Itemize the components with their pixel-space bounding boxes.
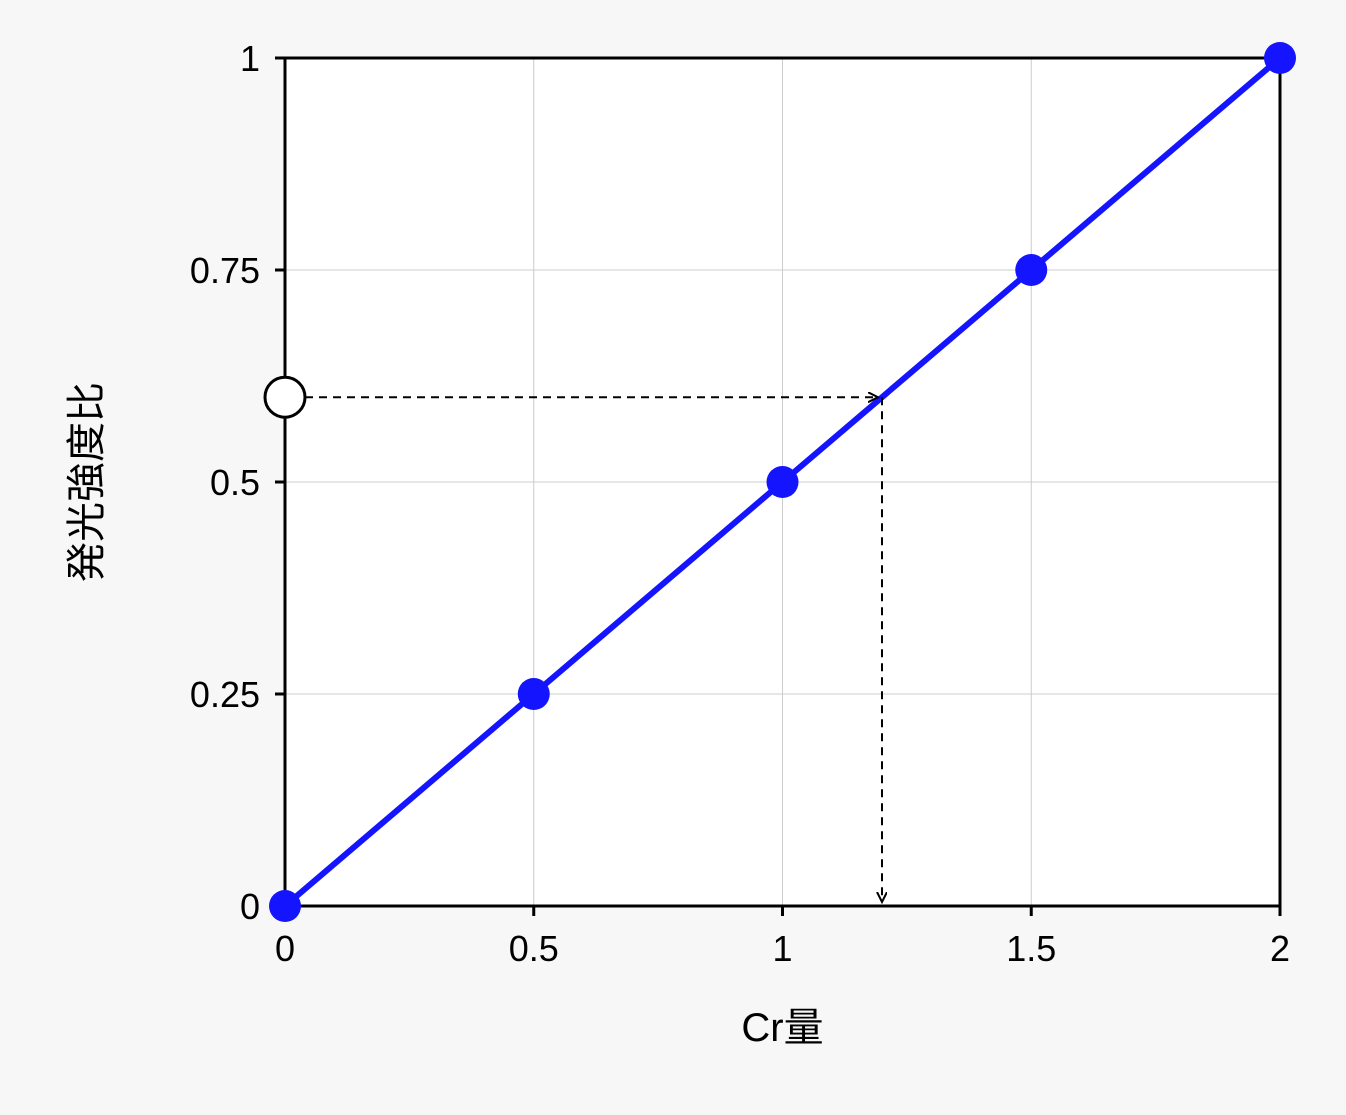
xtick-label: 2 [1270,928,1290,969]
data-marker [269,890,301,922]
xtick-label: 1 [772,928,792,969]
ytick-label: 0.25 [190,674,260,715]
data-marker [518,678,550,710]
xtick-label: 0.5 [509,928,559,969]
data-marker [1264,42,1296,74]
chart-container: 0 0.5 1 1.5 2 0 0.25 0.5 0.75 1 Cr量 発光強度比 [0,0,1346,1115]
data-marker [767,466,799,498]
ytick-label: 0.75 [190,250,260,291]
calibration-chart: 0 0.5 1 1.5 2 0 0.25 0.5 0.75 1 Cr量 発光強度比 [0,0,1346,1115]
x-axis-label: Cr量 [741,1006,823,1050]
ytick-label: 0.5 [210,462,260,503]
reference-point [265,377,305,417]
ytick-label: 1 [240,38,260,79]
data-marker [1015,254,1047,286]
xtick-label: 0 [275,928,295,969]
xtick-label: 1.5 [1006,928,1056,969]
ytick-label: 0 [240,886,260,927]
y-axis-label: 発光強度比 [65,382,109,582]
